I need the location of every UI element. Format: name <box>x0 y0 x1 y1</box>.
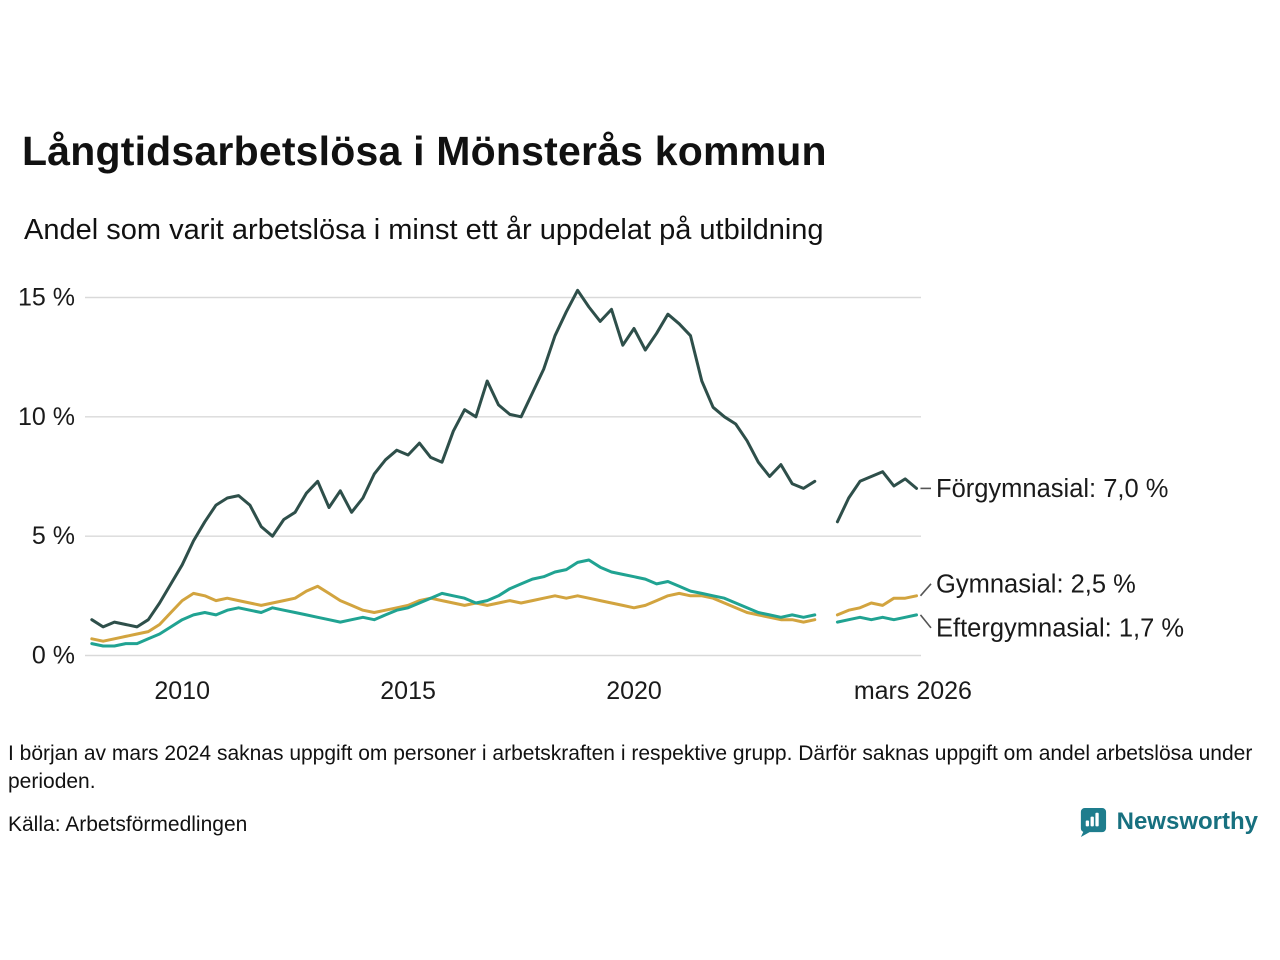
x-tick-label-mars-2026: mars 2026 <box>854 677 972 705</box>
x-tick-label-2015: 2015 <box>380 677 436 705</box>
chart-subtitle: Andel som varit arbetslösa i minst ett å… <box>24 214 824 246</box>
y-tick-label: 5 % <box>32 522 75 550</box>
y-tick-label: 10 % <box>18 403 75 431</box>
x-tick-label-2020: 2020 <box>606 677 662 705</box>
source-note: Källa: Arbetsförmedlingen <box>8 813 248 836</box>
series-end-label-gymnasial: Gymnasial: 2,5 % <box>936 570 1136 598</box>
newsworthy-wordmark: Newsworthy <box>1116 807 1258 835</box>
y-tick-label: 0 % <box>32 642 75 670</box>
y-tick-label: 15 % <box>18 284 75 312</box>
x-tick-label-2010: 2010 <box>154 677 210 705</box>
series-end-label-forgymnasial: Förgymnasial: 7,0 % <box>936 475 1168 503</box>
newsworthy-logo: Newsworthy <box>1077 806 1258 837</box>
footnote: I början av mars 2024 saknas uppgift om … <box>8 742 1253 793</box>
series-line-forgymnasial <box>90 288 918 629</box>
series-label-connector-eftergymnasial <box>919 614 932 629</box>
series-line-eftergymnasial <box>90 558 918 648</box>
series-label-connector-gymnasial <box>919 583 932 597</box>
series-line-gymnasial <box>90 584 918 643</box>
series-end-label-eftergymnasial: Eftergymnasial: 1,7 % <box>936 614 1184 642</box>
newsworthy-logo-icon <box>1080 807 1106 837</box>
chart-title: Långtidsarbetslösa i Mönsterås kommun <box>22 128 827 174</box>
